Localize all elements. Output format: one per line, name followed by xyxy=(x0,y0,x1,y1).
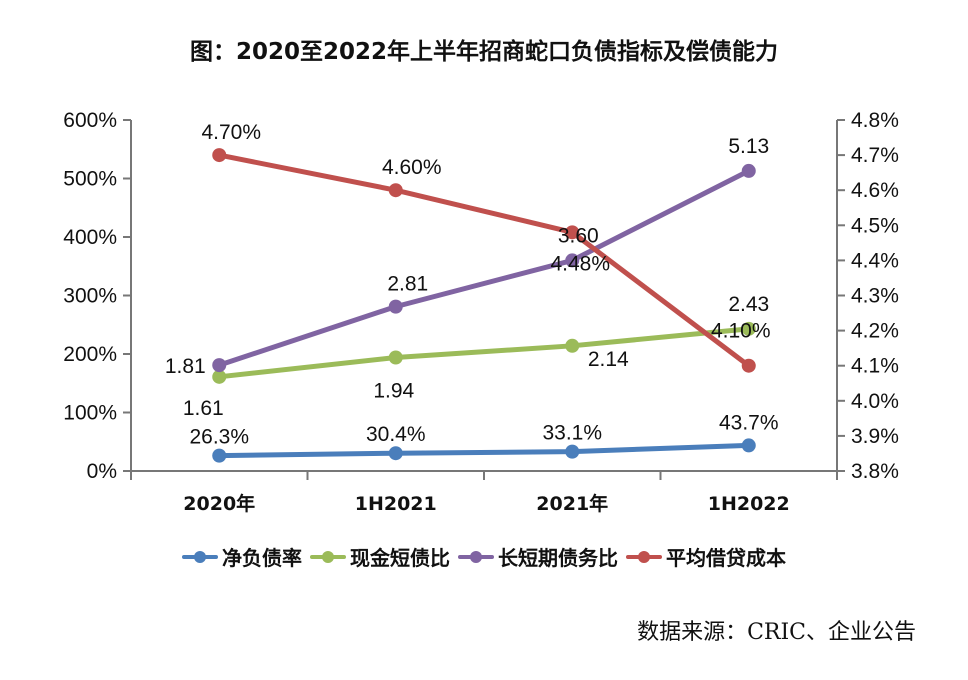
right-y-tick-label: 4.7% xyxy=(851,144,899,167)
axes: 0% 100% 200% 300% 400% 500% 600% 3.8% 3.9% 4.0% 4.… xyxy=(63,109,899,515)
legend: 净负债率 现金短债比 长短期债务比 平均借贷成本 xyxy=(0,542,968,571)
series-line-2 xyxy=(216,168,752,368)
legend-label: 平均借贷成本 xyxy=(666,546,786,570)
right-y-tick-label: 4.0% xyxy=(851,390,899,413)
series-2-point xyxy=(565,253,580,268)
series-0-point xyxy=(741,438,756,453)
left-y-tick-label: 400% xyxy=(63,226,117,249)
legend-label: 长短期债务比 xyxy=(498,546,618,570)
data-label: 4.70% xyxy=(201,121,261,144)
series-3-point xyxy=(565,225,580,240)
left-y-tick-label: 600% xyxy=(63,109,117,132)
left-y-tick-label: 100% xyxy=(63,402,117,425)
data-label: 1.61 xyxy=(183,397,224,420)
series-1-point xyxy=(741,321,756,336)
data-label: 26.3% xyxy=(189,426,249,449)
series-line-1 xyxy=(216,326,752,380)
legend-item: 净负债率 xyxy=(182,542,302,571)
data-label: 5.13 xyxy=(728,135,769,158)
data-label: 4.48% xyxy=(550,252,610,275)
legend-line-marker-icon xyxy=(182,549,218,565)
legend-item: 平均借贷成本 xyxy=(626,542,786,571)
right-y-tick-label: 4.1% xyxy=(851,355,899,378)
x-category-label: 2021年 xyxy=(536,492,608,515)
left-y-tick-label: 300% xyxy=(63,285,117,308)
source-note: 数据来源：CRIC、企业公告 xyxy=(637,620,916,645)
x-category-label: 1H2022 xyxy=(708,493,790,515)
data-label: 30.4% xyxy=(366,423,426,446)
left-y-tick-label: 0% xyxy=(87,460,117,483)
series-3-point xyxy=(212,148,227,163)
data-label: 4.60% xyxy=(382,156,442,179)
series-line-0 xyxy=(216,442,752,459)
data-label: 1.81 xyxy=(165,355,206,378)
data-label: 2.43 xyxy=(728,293,769,316)
series-2-point xyxy=(741,163,756,178)
data-labels-layer: 26.3% 30.4% 33.1% 43.7% 1.61 1.94 2.14 2.43 1.81… xyxy=(165,121,779,449)
legend-line-marker-icon xyxy=(310,549,346,565)
series-layer xyxy=(212,148,756,463)
right-y-tick-label: 4.8% xyxy=(851,109,899,132)
legend-label: 现金短债比 xyxy=(350,546,450,570)
data-label: 43.7% xyxy=(719,411,779,434)
right-y-tick-label: 4.4% xyxy=(851,249,899,272)
right-y-tick-label: 4.3% xyxy=(851,285,899,308)
legend-label: 净负债率 xyxy=(222,546,302,570)
series-3-point xyxy=(741,358,756,373)
data-label: 4.10% xyxy=(711,320,771,343)
legend-line-marker-icon xyxy=(626,549,662,565)
data-label: 1.94 xyxy=(373,380,414,403)
legend-line-marker-icon xyxy=(458,549,494,565)
left-y-tick-label: 200% xyxy=(63,343,117,366)
x-category-label: 1H2021 xyxy=(355,493,437,515)
series-0-point xyxy=(565,444,580,459)
data-label: 33.1% xyxy=(542,422,602,445)
right-y-tick-label: 3.8% xyxy=(851,460,899,483)
data-label: 3.60 xyxy=(558,224,599,247)
series-1-point xyxy=(565,338,580,353)
x-category-label: 2020年 xyxy=(183,492,255,515)
right-y-tick-label: 4.5% xyxy=(851,214,899,237)
series-2-point xyxy=(212,358,227,373)
series-3-point xyxy=(388,183,403,198)
data-label: 2.14 xyxy=(588,348,629,371)
right-y-tick-label: 4.6% xyxy=(851,179,899,202)
series-0-point xyxy=(388,446,403,461)
series-0-point xyxy=(212,448,227,463)
data-label: 2.81 xyxy=(387,273,428,296)
series-2-point xyxy=(388,299,403,314)
legend-item: 现金短债比 xyxy=(310,542,450,571)
series-1-point xyxy=(212,369,227,384)
series-1-point xyxy=(388,350,403,365)
series-line-3 xyxy=(216,152,752,369)
left-y-tick-label: 500% xyxy=(63,168,117,191)
right-y-tick-label: 3.9% xyxy=(851,425,899,448)
right-y-tick-label: 4.2% xyxy=(851,320,899,343)
chart-title: 图：2020至2022年上半年招商蛇口负债指标及偿债能力 xyxy=(189,39,779,65)
legend-item: 长短期债务比 xyxy=(458,542,618,571)
